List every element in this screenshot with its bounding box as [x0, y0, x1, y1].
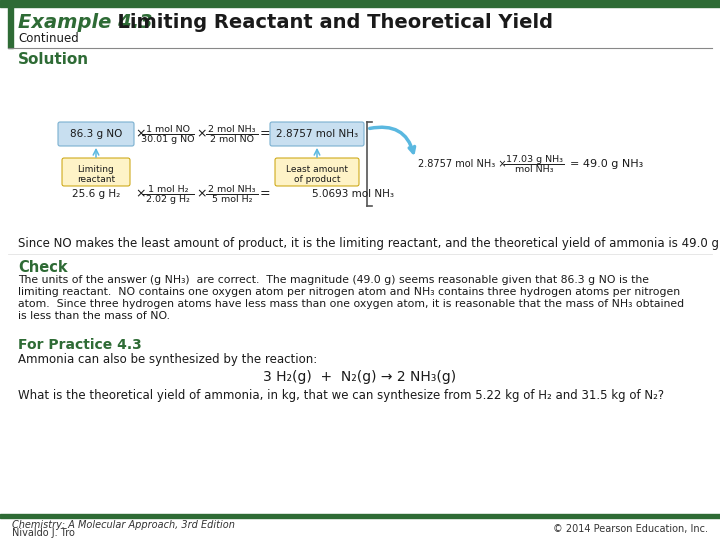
FancyBboxPatch shape [275, 158, 359, 186]
Text: © 2014 Pearson Education, Inc.: © 2014 Pearson Education, Inc. [553, 524, 708, 534]
Text: 2.8757 mol NH₃: 2.8757 mol NH₃ [276, 129, 358, 139]
Text: ×: × [136, 127, 146, 140]
Text: Nivaldo J. Tro: Nivaldo J. Tro [12, 528, 75, 538]
Text: limiting reactant.  NO contains one oxygen atom per nitrogen atom and NH₃ contai: limiting reactant. NO contains one oxyge… [18, 287, 680, 297]
Text: Limiting Reactant and Theoretical Yield: Limiting Reactant and Theoretical Yield [104, 12, 553, 31]
Text: Continued: Continued [18, 31, 78, 44]
Text: 2.02 g H₂: 2.02 g H₂ [146, 194, 190, 204]
Text: atom.  Since three hydrogen atoms have less mass than one oxygen atom, it is rea: atom. Since three hydrogen atoms have le… [18, 299, 684, 309]
Text: 1 mol H₂: 1 mol H₂ [148, 185, 188, 193]
Text: 25.6 g H₂: 25.6 g H₂ [72, 189, 120, 199]
FancyBboxPatch shape [58, 122, 134, 146]
Text: 30.01 g NO: 30.01 g NO [141, 134, 194, 144]
Text: 2 mol NO: 2 mol NO [210, 134, 254, 144]
FancyBboxPatch shape [62, 158, 130, 186]
Text: ×: × [197, 127, 207, 140]
Text: 5 mol H₂: 5 mol H₂ [212, 194, 252, 204]
Text: 2.8757 mol NH₃ ×: 2.8757 mol NH₃ × [418, 159, 506, 169]
Text: of product: of product [294, 174, 341, 184]
Text: Example 4.3: Example 4.3 [18, 12, 153, 31]
Text: ×: × [136, 187, 146, 200]
Text: Limiting: Limiting [78, 165, 114, 174]
Bar [0, 0, 720, 7]
Text: =: = [260, 187, 270, 200]
Text: Least amount: Least amount [286, 165, 348, 174]
Text: 2 mol NH₃: 2 mol NH₃ [208, 125, 256, 133]
Text: Chemistry: A Molecular Approach, 3rd Edition: Chemistry: A Molecular Approach, 3rd Edi… [12, 520, 235, 530]
Text: 5.0693 mol NH₃: 5.0693 mol NH₃ [312, 189, 394, 199]
Text: What is the theoretical yield of ammonia, in kg, that we can synthesize from 5.2: What is the theoretical yield of ammonia… [18, 388, 664, 402]
Text: reactant: reactant [77, 174, 115, 184]
Text: ×: × [197, 187, 207, 200]
Text: Ammonia can also be synthesized by the reaction:: Ammonia can also be synthesized by the r… [18, 353, 318, 366]
Text: Check: Check [18, 260, 68, 274]
Text: = 49.0 g NH₃: = 49.0 g NH₃ [570, 159, 643, 169]
Text: For Practice 4.3: For Practice 4.3 [18, 338, 142, 352]
Bar [0, 514, 720, 518]
Text: 1 mol NO: 1 mol NO [146, 125, 190, 133]
Text: 2 mol NH₃: 2 mol NH₃ [208, 185, 256, 193]
Text: 17.03 g NH₃: 17.03 g NH₃ [505, 154, 562, 164]
Text: 86.3 g NO: 86.3 g NO [70, 129, 122, 139]
Text: The units of the answer (g NH₃)  are correct.  The magnitude (49.0 g) seems reas: The units of the answer (g NH₃) are corr… [18, 275, 649, 285]
Text: 3 H₂(g)  +  N₂(g) → 2 NH₃(g): 3 H₂(g) + N₂(g) → 2 NH₃(g) [264, 370, 456, 384]
Bar [8, 5, 13, 48]
Text: Since NO makes the least amount of product, it is the limiting reactant, and the: Since NO makes the least amount of produ… [18, 238, 720, 251]
FancyBboxPatch shape [270, 122, 364, 146]
Text: Solution: Solution [18, 52, 89, 68]
Text: =: = [260, 127, 270, 140]
Text: mol NH₃: mol NH₃ [515, 165, 553, 173]
Text: is less than the mass of NO.: is less than the mass of NO. [18, 311, 170, 321]
